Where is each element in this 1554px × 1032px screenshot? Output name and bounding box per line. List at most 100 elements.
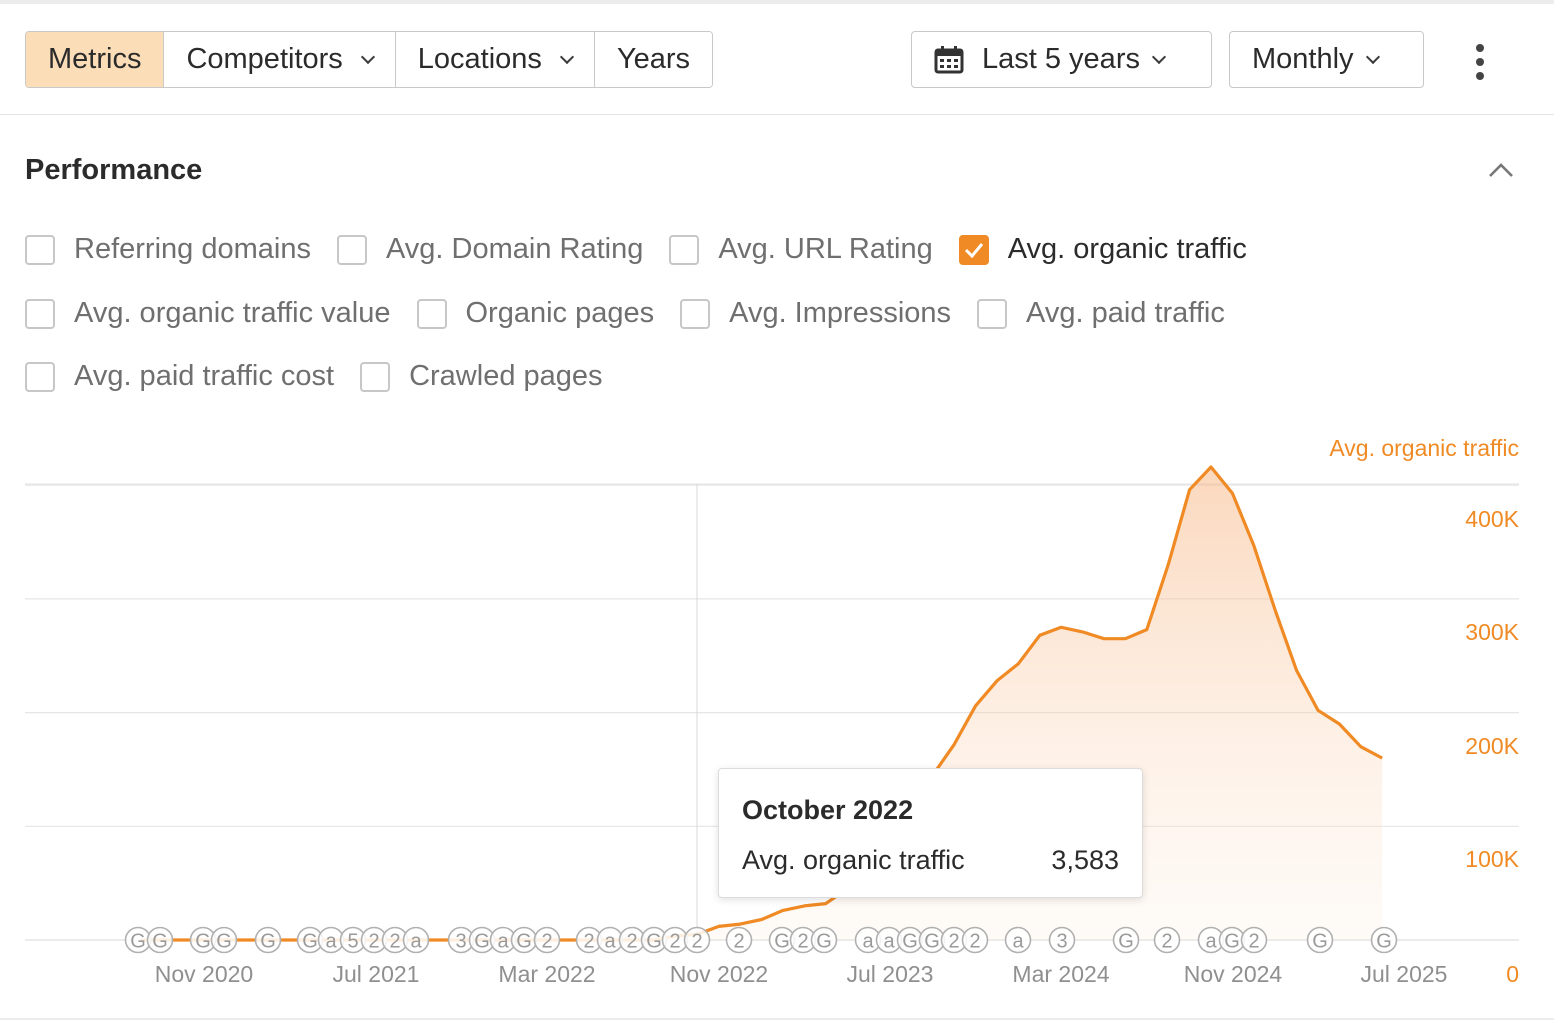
svg-text:G: G (195, 931, 211, 953)
calendar-icon (934, 45, 964, 73)
svg-text:G: G (1118, 931, 1134, 953)
annotation-marker[interactable]: G (189, 926, 217, 954)
annotation-marker[interactable]: a (317, 926, 345, 954)
svg-text:G: G (1376, 931, 1392, 953)
svg-text:a: a (862, 931, 874, 953)
toolbar: Metrics Competitors Locations Years Last… (0, 4, 1554, 115)
annotation-marker[interactable]: 2 (725, 926, 753, 954)
annotation-marker[interactable]: 3 (1048, 926, 1076, 954)
y-axis-label: Avg. organic traffic (1329, 435, 1519, 461)
annotation-marker[interactable]: 2 (683, 926, 711, 954)
chevron-up-icon[interactable] (1488, 160, 1514, 180)
tab-years[interactable]: Years (594, 32, 713, 87)
tab-locations[interactable]: Locations (395, 32, 595, 87)
interval-label: Monthly (1252, 43, 1354, 75)
svg-text:G: G (1224, 931, 1240, 953)
svg-text:G: G (216, 931, 232, 953)
checkbox-avg-paid-traffic-cost[interactable]: Avg. paid traffic cost (25, 360, 334, 393)
x-tick-label: Jul 2021 (333, 961, 420, 987)
chevron-down-icon (1151, 49, 1167, 64)
svg-text:2: 2 (541, 931, 552, 953)
y-tick-label: 0 (1506, 961, 1519, 987)
annotation-marker[interactable]: G (510, 926, 538, 954)
svg-text:G: G (130, 931, 146, 953)
annotation-marker[interactable]: 5 (339, 926, 367, 954)
annotation-marker[interactable]: 2 (381, 926, 409, 954)
annotation-marker[interactable]: G (1112, 926, 1140, 954)
svg-text:G: G (902, 931, 918, 953)
svg-text:2: 2 (969, 931, 980, 953)
checkbox-label: Avg. organic traffic (1007, 233, 1247, 265)
checkmark-icon (958, 234, 989, 265)
metric-row-2: Avg. organic traffic value Organic pages… (25, 297, 1251, 330)
svg-text:2: 2 (948, 931, 959, 953)
annotation-marker[interactable]: G (468, 926, 496, 954)
checkbox-avg-url-rating[interactable]: Avg. URL Rating (669, 233, 933, 266)
x-tick-label: Nov 2020 (155, 961, 253, 987)
svg-text:G: G (816, 931, 832, 953)
svg-text:5: 5 (347, 931, 358, 953)
checkbox-avg-organic-traffic[interactable]: Avg. organic traffic (958, 233, 1247, 266)
checkbox-label: Avg. organic traffic value (74, 297, 391, 329)
annotation-marker[interactable]: a (489, 926, 517, 954)
annotation-marker[interactable]: G (254, 926, 282, 954)
checkbox-avg-impressions[interactable]: Avg. Impressions (680, 297, 951, 330)
annotation-marker[interactable]: G (1370, 926, 1398, 954)
svg-text:a: a (410, 931, 422, 953)
x-tick-label: Mar 2022 (498, 961, 595, 987)
y-tick-label: 400K (1465, 506, 1519, 532)
tab-metrics[interactable]: Metrics (26, 32, 165, 87)
svg-text:2: 2 (1161, 931, 1172, 953)
tab-metrics-label: Metrics (48, 43, 142, 75)
annotation-marker[interactable]: a (402, 926, 430, 954)
checkbox-avg-domain-rating[interactable]: Avg. Domain Rating (336, 233, 643, 266)
svg-text:2: 2 (797, 931, 808, 953)
interval-dropdown[interactable]: Monthly (1229, 31, 1424, 88)
annotation-marker[interactable]: a (875, 926, 903, 954)
svg-text:2: 2 (626, 931, 637, 953)
annotation-marker[interactable]: a (596, 926, 624, 954)
chevron-down-icon (360, 49, 375, 64)
checkbox-label: Avg. Impressions (729, 297, 952, 329)
svg-text:2: 2 (691, 931, 702, 953)
annotation-marker[interactable]: 2 (533, 926, 561, 954)
svg-text:3: 3 (1056, 931, 1067, 953)
annotation-marker[interactable]: G (210, 926, 238, 954)
more-vertical-icon[interactable] (1470, 44, 1490, 80)
x-tick-label: Jul 2023 (847, 961, 934, 987)
tab-competitors[interactable]: Competitors (164, 32, 396, 87)
svg-text:a: a (883, 931, 895, 953)
annotation-marker[interactable]: G (768, 926, 796, 954)
y-tick-label: 100K (1465, 846, 1519, 872)
checkbox-label: Avg. URL Rating (718, 233, 933, 265)
checkbox-avg-paid-traffic[interactable]: Avg. paid traffic (977, 297, 1225, 330)
annotation-marker[interactable]: 2 (940, 926, 968, 954)
checkbox-label: Referring domains (74, 233, 311, 265)
checkbox-referring-domains[interactable]: Referring domains (25, 233, 311, 266)
checkbox-organic-pages[interactable]: Organic pages (416, 297, 654, 330)
annotation-marker[interactable]: 2 (1240, 926, 1268, 954)
svg-text:G: G (302, 931, 318, 953)
annotation-marker[interactable]: a (1004, 926, 1032, 954)
checkbox-crawled-pages[interactable]: Crawled pages (360, 360, 603, 393)
annotation-marker[interactable]: 2 (1153, 926, 1181, 954)
tab-competitors-label: Competitors (186, 43, 343, 75)
date-range-dropdown[interactable]: Last 5 years (911, 31, 1212, 88)
view-tabs: Metrics Competitors Locations Years (25, 31, 714, 88)
x-tick-label: Jul 2025 (1361, 961, 1448, 987)
checkbox-avg-organic-traffic-value[interactable]: Avg. organic traffic value (25, 297, 391, 330)
annotation-marker[interactable]: G (896, 926, 924, 954)
annotation-marker[interactable]: 2 (618, 926, 646, 954)
svg-text:G: G (152, 931, 168, 953)
chart-tooltip: October 2022 Avg. organic traffic 3,583 (718, 768, 1143, 898)
section-title: Performance (25, 154, 203, 186)
annotation-marker[interactable]: G (810, 926, 838, 954)
annotation-marker[interactable]: G (296, 926, 324, 954)
x-tick-label: Nov 2022 (670, 961, 768, 987)
annotation-marker[interactable]: G (1306, 926, 1334, 954)
annotation-marker[interactable]: a (1197, 926, 1225, 954)
annotation-marker[interactable]: G (146, 926, 174, 954)
annotation-marker[interactable]: 2 (961, 926, 989, 954)
annotation-marker[interactable]: G (1218, 926, 1246, 954)
